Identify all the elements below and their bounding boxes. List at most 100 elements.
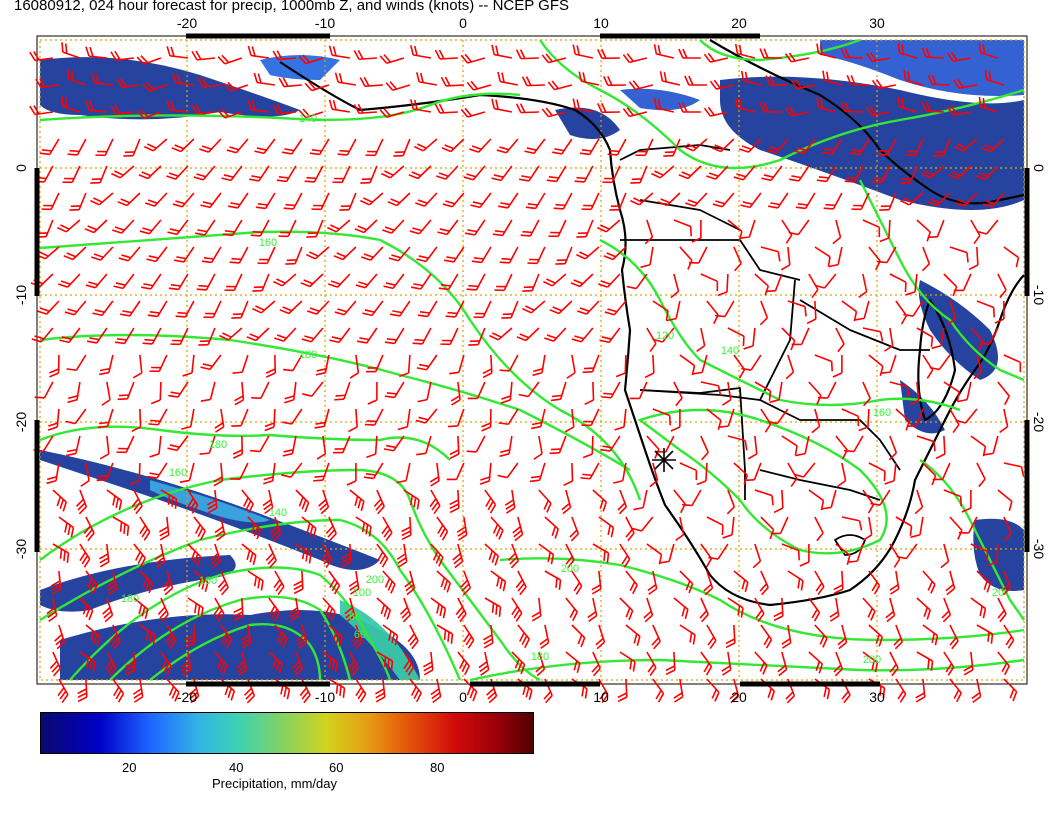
height-contour — [539, 39, 1025, 170]
wind-barb — [726, 489, 736, 515]
wind-barb — [382, 570, 396, 594]
wind-barb — [415, 192, 438, 207]
wind-barb — [885, 597, 896, 623]
wind-barb — [37, 300, 60, 315]
wind-barb — [283, 192, 303, 210]
wind-barb — [224, 273, 243, 292]
wind-barb — [116, 435, 135, 454]
wind-barb — [946, 105, 972, 116]
wind-barb — [580, 462, 600, 480]
colorbar — [40, 712, 534, 754]
wind-barb — [533, 435, 543, 460]
wind-barb — [640, 246, 654, 269]
wind-barb — [365, 138, 384, 157]
wind-barb — [927, 219, 945, 239]
wind-barb — [633, 489, 648, 511]
wind-barb — [187, 597, 204, 618]
wind-barb — [935, 435, 946, 460]
wind-barb — [180, 651, 192, 676]
wind-barb — [551, 138, 573, 155]
wind-barb — [706, 624, 717, 650]
wind-barb — [328, 624, 344, 647]
wind-barb — [858, 273, 868, 299]
wind-barb — [79, 543, 91, 568]
wind-barb — [784, 106, 810, 117]
wind-barb — [780, 246, 791, 271]
wind-barb — [659, 71, 681, 86]
wind-barb — [976, 462, 986, 488]
wind-barb — [910, 516, 924, 539]
wind-barb — [83, 516, 95, 542]
wind-barb — [51, 570, 62, 595]
wind-barb — [77, 678, 88, 703]
lat-tick-label-right: -30 — [1031, 539, 1047, 559]
wind-barb — [288, 597, 300, 622]
wind-barb — [781, 543, 801, 561]
wind-barb — [711, 138, 735, 153]
colorbar-tick: 80 — [430, 760, 445, 775]
wind-barb — [613, 462, 627, 484]
wind-barb — [880, 354, 897, 374]
wind-barb — [561, 489, 572, 515]
wind-barb — [979, 327, 999, 345]
wind-barb — [833, 651, 844, 677]
wind-barb — [263, 462, 276, 485]
wind-barb — [549, 300, 573, 315]
wind-barb — [759, 300, 769, 326]
wind-barb — [817, 381, 837, 399]
wind-barb — [940, 543, 950, 569]
precip-area — [40, 57, 300, 120]
wind-barb — [353, 103, 377, 115]
wind-barb — [522, 273, 540, 292]
wind-barb — [788, 219, 810, 236]
wind-barb — [240, 624, 252, 649]
contour-label: 180 — [209, 439, 227, 451]
wind-barb — [311, 192, 330, 211]
wind-barb — [375, 678, 386, 703]
wind-barb — [811, 408, 821, 434]
wind-barb — [362, 300, 384, 317]
wind-barb — [788, 165, 810, 182]
lon-tick-label-bottom: -20 — [177, 689, 197, 705]
wind-barb — [688, 246, 708, 264]
wind-barb — [914, 489, 924, 515]
wind-barb — [773, 597, 784, 622]
wind-barb — [221, 165, 243, 182]
wind-barb — [570, 273, 594, 288]
lon-tick-label-bottom: 30 — [869, 689, 885, 705]
wind-barb — [981, 138, 1005, 153]
wind-barb — [837, 462, 847, 488]
wind-barb — [679, 624, 696, 645]
wind-barb — [442, 192, 465, 208]
wind-barb — [592, 489, 608, 512]
contour-label: 60 — [354, 629, 366, 641]
wind-barb — [133, 543, 146, 568]
wind-barb — [29, 105, 54, 116]
wind-barb — [306, 219, 324, 238]
wind-barb — [945, 570, 956, 596]
wind-barb — [759, 102, 782, 113]
wind-barb — [490, 570, 507, 592]
wind-barb — [101, 381, 111, 406]
wind-barb — [511, 651, 526, 675]
wind-barb — [927, 74, 950, 86]
wind-barb — [652, 408, 672, 426]
wind-barb — [973, 354, 983, 380]
lat-tick-label-left: -20 — [13, 412, 29, 432]
wind-barb — [499, 246, 519, 264]
wind-barb — [870, 489, 891, 506]
wind-barb — [353, 49, 377, 61]
wind-barb — [298, 108, 324, 119]
wind-barb — [739, 138, 762, 153]
wind-barb — [572, 44, 594, 59]
wind-barb — [217, 54, 243, 65]
wind-barb — [483, 624, 494, 649]
wind-barb — [417, 381, 432, 403]
wind-barb — [781, 435, 798, 456]
wind-barb — [96, 462, 114, 482]
wind-barb — [717, 273, 729, 297]
wind-barb — [521, 76, 545, 87]
lat-tick-label-left: 0 — [13, 164, 29, 172]
wind-barb — [207, 489, 218, 514]
wind-barb — [976, 165, 999, 180]
